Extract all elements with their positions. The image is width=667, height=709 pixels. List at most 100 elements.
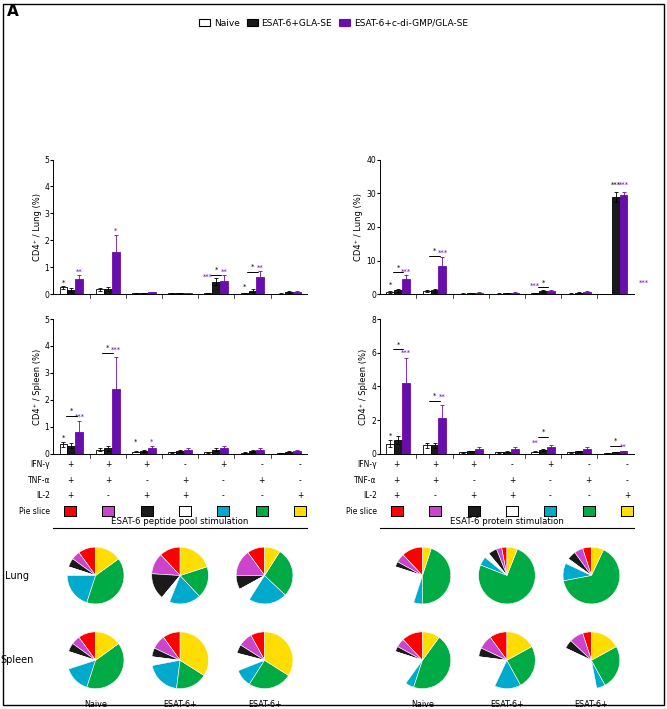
Wedge shape (162, 576, 180, 602)
Bar (241, 452, 249, 454)
Bar (539, 291, 547, 294)
Text: +: + (547, 460, 554, 469)
Bar (568, 452, 576, 454)
Wedge shape (422, 632, 439, 660)
Text: -: - (510, 460, 514, 469)
Wedge shape (422, 547, 431, 576)
Text: IL-2: IL-2 (36, 491, 50, 501)
Wedge shape (249, 660, 289, 688)
Text: *: * (215, 267, 218, 273)
Wedge shape (69, 644, 95, 660)
Text: ***: *** (203, 274, 213, 279)
Text: +: + (143, 460, 150, 469)
Bar (67, 446, 75, 454)
Bar (584, 449, 591, 454)
Wedge shape (485, 554, 507, 576)
Wedge shape (87, 559, 124, 604)
Bar (220, 281, 228, 294)
Y-axis label: CD4⁺ / Lung (%): CD4⁺ / Lung (%) (33, 193, 41, 261)
Text: ESAT-6 peptide pool stimulation: ESAT-6 peptide pool stimulation (111, 517, 249, 526)
Text: **: ** (76, 269, 83, 275)
Text: -: - (626, 476, 628, 485)
Text: *: * (251, 264, 254, 270)
Bar (249, 451, 257, 454)
Wedge shape (248, 547, 265, 576)
Text: -: - (183, 460, 187, 469)
Bar (584, 292, 591, 294)
Text: +: + (624, 491, 630, 501)
Text: *: * (542, 279, 545, 286)
Bar (539, 450, 547, 454)
Bar (531, 452, 539, 454)
Wedge shape (480, 557, 507, 576)
Text: -: - (299, 476, 301, 485)
Text: ESAT-6+
GLA-SE: ESAT-6+ GLA-SE (490, 700, 524, 709)
Text: -: - (145, 476, 148, 485)
Text: **: ** (532, 440, 538, 446)
Text: Pie slice: Pie slice (346, 507, 377, 516)
Text: *: * (150, 439, 153, 445)
Bar (140, 451, 148, 454)
Bar (511, 293, 519, 294)
Text: *: * (389, 282, 392, 288)
Text: +: + (297, 491, 303, 501)
Wedge shape (592, 660, 605, 688)
Text: A: A (7, 4, 19, 18)
Text: *: * (433, 247, 436, 254)
Y-axis label: CD4⁺ / Spleen (%): CD4⁺ / Spleen (%) (33, 348, 41, 425)
Text: *: * (397, 264, 400, 270)
Bar (511, 449, 519, 454)
Text: +: + (182, 491, 188, 501)
Wedge shape (563, 648, 597, 688)
Text: *: * (542, 429, 545, 435)
Text: +: + (182, 476, 188, 485)
Text: Naive: Naive (84, 700, 107, 709)
Text: IFN-γ: IFN-γ (358, 460, 377, 469)
Wedge shape (265, 552, 293, 595)
Wedge shape (79, 547, 95, 576)
Text: *: * (62, 435, 65, 440)
Wedge shape (67, 576, 95, 603)
Wedge shape (592, 547, 604, 576)
Bar (96, 450, 103, 454)
Bar (176, 451, 184, 454)
Bar (285, 452, 293, 454)
Wedge shape (406, 660, 422, 687)
Text: IL-2: IL-2 (363, 491, 377, 501)
Bar (612, 452, 620, 454)
Wedge shape (73, 552, 95, 576)
Bar (394, 290, 402, 294)
Bar (67, 290, 75, 294)
Wedge shape (180, 547, 207, 576)
Text: Pie slice: Pie slice (19, 507, 50, 516)
Wedge shape (507, 632, 532, 660)
Text: *: * (243, 284, 246, 290)
Bar (430, 290, 438, 294)
Bar (59, 445, 67, 454)
Bar (423, 291, 430, 294)
Text: +: + (432, 476, 438, 485)
Text: ESAT-6+
c-di-GMP/GLA-SE: ESAT-6+ c-di-GMP/GLA-SE (558, 700, 625, 709)
Bar (184, 293, 192, 294)
Wedge shape (394, 566, 422, 603)
Wedge shape (249, 576, 285, 604)
Text: *: * (389, 432, 392, 439)
Text: +: + (259, 476, 265, 485)
Text: -: - (626, 460, 628, 469)
Wedge shape (398, 640, 422, 660)
Wedge shape (237, 645, 265, 660)
Bar (148, 292, 156, 294)
Bar (576, 451, 584, 454)
Bar (576, 293, 584, 294)
Bar (438, 418, 446, 454)
Wedge shape (152, 660, 180, 688)
Text: ***: *** (618, 182, 628, 188)
Wedge shape (79, 632, 95, 660)
Text: -: - (549, 491, 552, 501)
Text: -: - (587, 491, 590, 501)
Bar (612, 196, 620, 294)
Bar (430, 445, 438, 454)
Wedge shape (502, 547, 507, 576)
Bar (184, 450, 192, 454)
Wedge shape (481, 637, 507, 660)
